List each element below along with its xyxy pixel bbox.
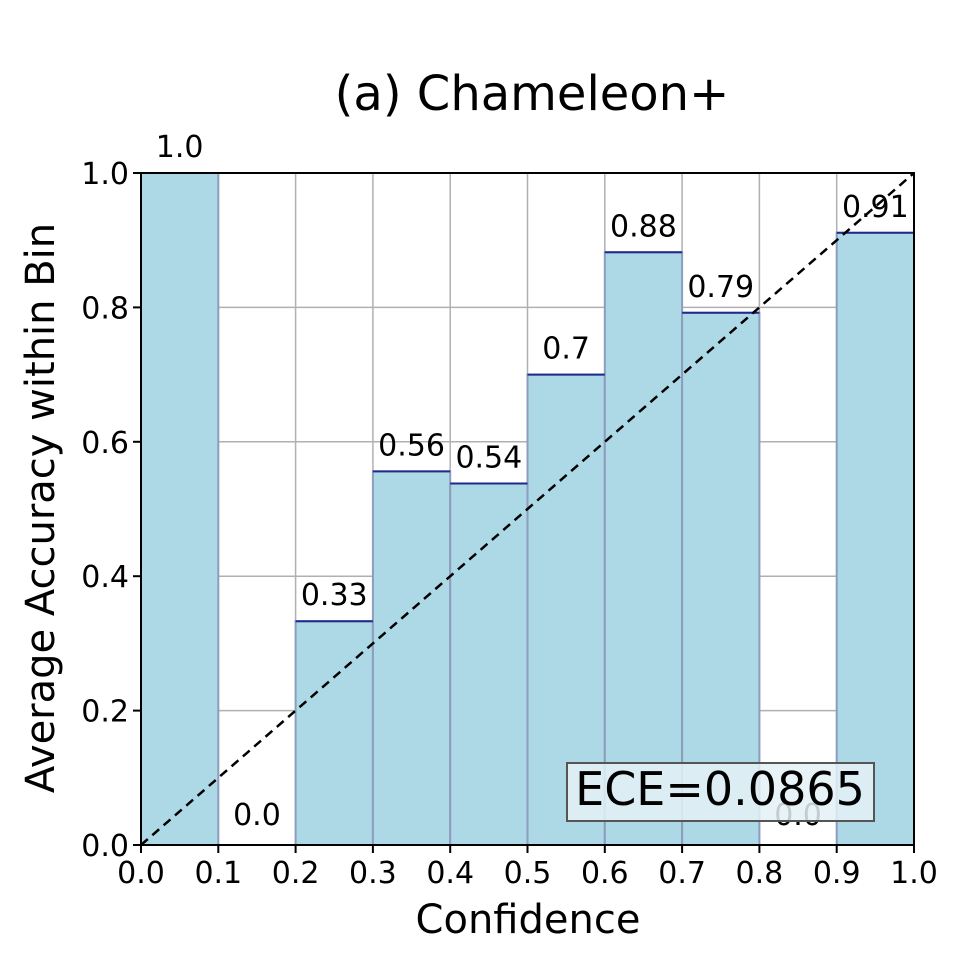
x-tick-label-5: 0.5 [504,856,552,891]
x-tick-label-10: 1.0 [890,856,938,891]
y-axis-label: Average Accuracy within Bin [18,223,64,793]
ece-value: ECE=0.0865 [575,762,865,816]
y-tick-label-3: 0.6 [81,426,129,461]
x-tick-label-2: 0.2 [272,856,320,891]
x-tick-label-6: 0.6 [581,856,629,891]
x-tick-label-4: 0.4 [426,856,474,891]
y-tick-label-2: 0.4 [81,560,129,595]
ece-annotation: ECE=0.0865 [566,762,875,822]
x-tick-label-8: 0.8 [736,856,784,891]
chart-title: (a) Chameleon+ [335,66,730,122]
bar-4 [449,482,529,846]
x-axis-label: Confidence [416,897,641,943]
bar-label-4: 0.54 [455,440,522,475]
perfect-calibration-line [140,172,915,846]
bar-3 [371,470,452,846]
x-tick-label-3: 0.3 [349,856,397,891]
y-axis-ticks: 0.0 0.2 0.4 0.6 0.8 1.0 [81,157,141,864]
bars [140,172,916,847]
x-tick-label-9: 0.9 [813,856,861,891]
bar-0 [140,172,220,846]
y-tick-label-1: 0.2 [81,695,129,730]
bar-2 [294,620,374,846]
bar-label-7: 0.79 [687,270,754,305]
bar-label-5: 0.7 [542,332,590,367]
y-tick-label-0: 0.0 [81,829,129,864]
bar-6 [603,251,684,846]
bar-label-9: 0.91 [842,190,909,225]
bar-label-1: 0.0 [233,798,281,833]
y-tick-label-5: 1.0 [81,157,129,192]
bar-9 [835,231,916,847]
bar-label-0: 1.0 [156,130,204,165]
x-axis-ticks: 0.0 0.1 0.2 0.3 0.4 0.5 0.6 0.7 0.8 0.9 1.0 [117,845,938,891]
x-tick-label-7: 0.7 [658,856,706,891]
x-tick-label-0: 0.0 [117,856,165,891]
bar-label-2: 0.33 [301,578,368,613]
bar-label-6: 0.88 [610,209,677,244]
ece-box [566,762,875,822]
y-tick-label-4: 0.8 [81,291,129,326]
bar-label-3: 0.56 [378,428,445,463]
x-tick-label-1: 0.1 [194,856,242,891]
